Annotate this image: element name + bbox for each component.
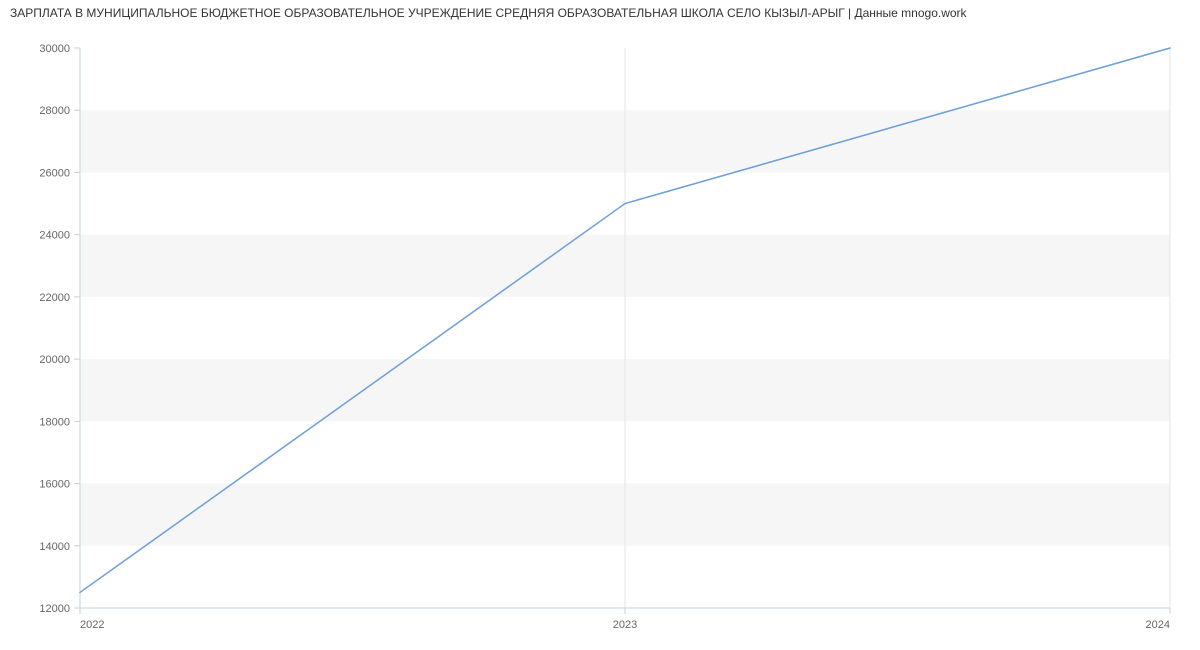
svg-text:14000: 14000 xyxy=(39,541,70,553)
svg-text:30000: 30000 xyxy=(39,43,70,55)
svg-text:22000: 22000 xyxy=(39,292,70,304)
svg-text:16000: 16000 xyxy=(39,479,70,491)
svg-text:26000: 26000 xyxy=(39,167,70,179)
svg-text:18000: 18000 xyxy=(39,416,70,428)
salary-line-chart: 12000 14000 16000 18000 20000 22000 24000 26000… xyxy=(0,20,1200,648)
svg-text:2024: 2024 xyxy=(1146,619,1170,631)
svg-text:2022: 2022 xyxy=(80,619,104,631)
svg-text:20000: 20000 xyxy=(39,354,70,366)
chart-container: 12000 14000 16000 18000 20000 22000 24000 26000… xyxy=(0,20,1200,650)
svg-text:2023: 2023 xyxy=(613,619,637,631)
svg-text:12000: 12000 xyxy=(39,603,70,615)
svg-text:28000: 28000 xyxy=(39,105,70,117)
svg-text:24000: 24000 xyxy=(39,230,70,242)
chart-title: ЗАРПЛАТА В МУНИЦИПАЛЬНОЕ БЮДЖЕТНОЕ ОБРАЗ… xyxy=(0,0,1200,20)
